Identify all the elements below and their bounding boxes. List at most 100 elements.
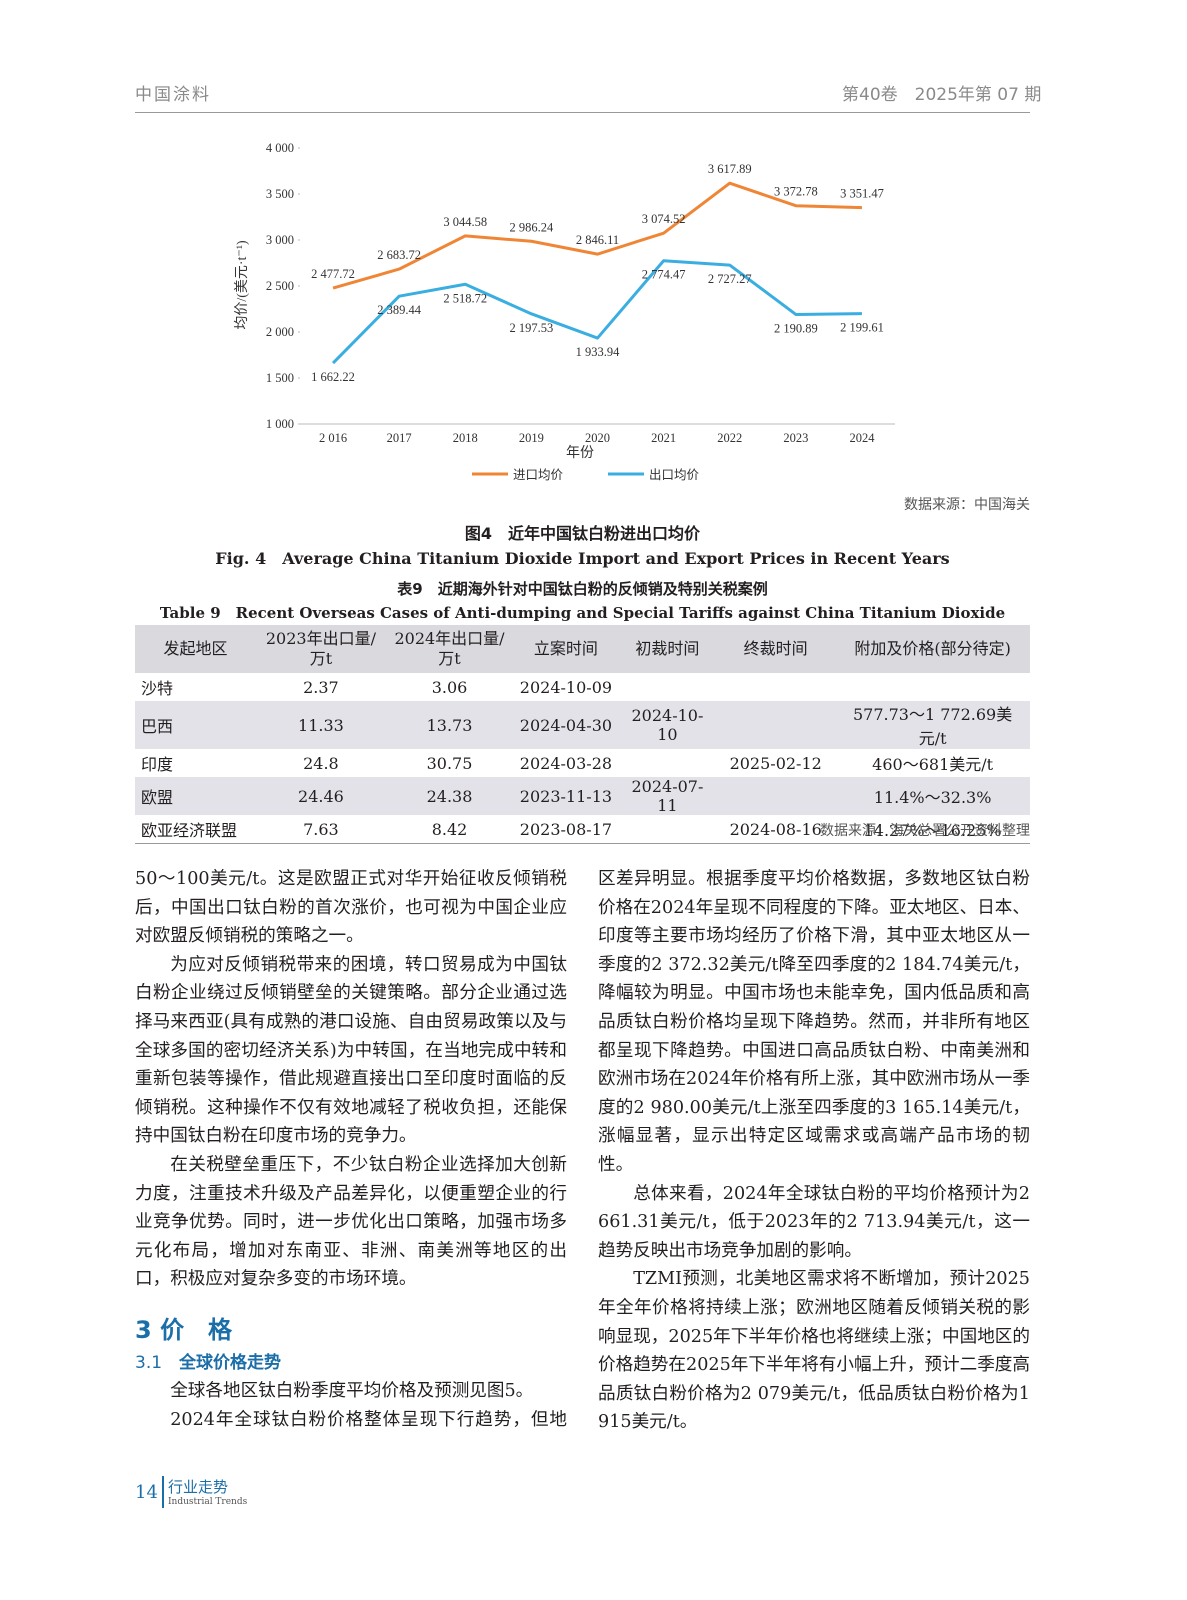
table-cell: 24.38 xyxy=(385,777,514,815)
section-title: 价 格 xyxy=(160,1315,233,1344)
data-label: 3 351.47 xyxy=(840,187,884,201)
table-cell xyxy=(619,673,716,701)
table-cell xyxy=(618,815,717,844)
legend-label: 出口均价 xyxy=(649,468,700,482)
column-header: 2024年出口量/万t xyxy=(385,625,514,673)
table-cell: 11.4%～32.3% xyxy=(835,777,1030,815)
table-cell xyxy=(716,701,836,749)
table-cell: 2024-03-28 xyxy=(519,753,613,773)
issue-info: 第40卷 2025年第 07 期 xyxy=(842,80,1041,105)
table-row: 沙特 2.37 3.06 2024-10-09 xyxy=(135,673,1030,701)
column-header: 初裁时间 xyxy=(618,625,717,673)
column-header: 发起地区 xyxy=(135,625,256,673)
table-cell: 24.46 xyxy=(255,777,386,815)
volume: 第40卷 xyxy=(842,85,898,105)
y-tick-label: 3 000 xyxy=(266,233,294,247)
data-table: 发起地区 2023年出口量/万t 2024年出口量/万t 立案时间 初裁时间 终裁时间 附加… xyxy=(135,625,1030,844)
chart: 年份 均价/(美元·t⁻¹) 1 000 1 500 2 000 2 500 3 000… xyxy=(234,141,895,482)
section-number: 3 xyxy=(135,1315,152,1344)
x-tick-label: 2021 xyxy=(651,431,676,445)
table-cell: 巴西 xyxy=(135,701,256,749)
data-label: 3 074.52 xyxy=(642,212,686,226)
x-tick-label: 2018 xyxy=(453,431,478,445)
x-tick-label: 2019 xyxy=(519,431,544,445)
y-tick-label: 1 000 xyxy=(266,417,294,431)
column-name-en: Industrial Trends xyxy=(168,1497,248,1507)
table-cell: 460～681美元/t xyxy=(872,755,994,774)
data-label: 1 662.22 xyxy=(311,370,355,384)
issue: 2025年第 07 期 xyxy=(914,85,1042,105)
series-line xyxy=(332,181,862,290)
x-tick-label: 2020 xyxy=(585,431,610,445)
paragraph: 为应对反倾销税带来的困境，转口贸易成为中国钛白粉企业绕过反倾销壁垒的关键策略。部… xyxy=(135,954,567,1147)
header-rule xyxy=(135,112,1030,113)
data-label: 2 477.72 xyxy=(311,267,355,281)
table-cell xyxy=(716,673,835,701)
table-cell: 2.37 xyxy=(303,677,339,697)
data-label: 2 389.44 xyxy=(377,303,422,317)
table-cell xyxy=(835,673,1030,701)
column-header: 附加及价格(部分待定) xyxy=(835,625,1030,673)
table-cell: 2024-10-09 xyxy=(519,677,613,697)
left-column: 50～100美元/t。这是欧盟正式对华开始征收反倾销税后，中国出口钛白粉的首次涨… xyxy=(135,865,567,1434)
column-header: 立案时间 xyxy=(513,625,619,673)
figure-caption-en: Fig. 4 Average China Titanium Dioxide Im… xyxy=(215,549,950,568)
footer-rule xyxy=(162,1476,164,1508)
right-column: 区差异明显。根据季度平均价格数据，多数地区钛白粉价格在2024年呈现不同程度的下… xyxy=(598,865,1030,1437)
data-label: 2 986.24 xyxy=(510,220,555,234)
data-label: 2 190.89 xyxy=(774,321,818,335)
column-header: 终裁时间 xyxy=(716,625,836,673)
table-row: 巴西 11.33 13.73 2024-04-30 2024-10-10 577.73～1… xyxy=(135,701,1030,749)
table-caption-zh: 表9 近期海外针对中国钛白粉的反倾销及特别关税案例 xyxy=(397,580,768,598)
x-tick-label: 2024 xyxy=(849,431,875,445)
chart-source: 数据来源：中国海关 xyxy=(904,497,1030,513)
y-tick-label: 4 000 xyxy=(266,141,294,155)
x-tick-label: 2 016 xyxy=(319,431,347,445)
table-cell: 14.27%～16.25% xyxy=(835,815,1030,844)
table-row: 欧亚经济联盟 7.63 8.42 2023-08-17 2024-08-16 14.27%… xyxy=(135,815,1030,844)
column-name: 行业走势 xyxy=(168,1478,229,1496)
table-source: 数据来源：海关总署公开资料整理 xyxy=(820,823,1030,839)
table-cell: 2024-04-30 xyxy=(513,701,619,749)
page-number: 14 xyxy=(135,1482,158,1503)
data-label: 2 727.27 xyxy=(708,272,752,286)
data-label: 3 044.58 xyxy=(443,215,487,229)
column-header: 2023年出口量/万t xyxy=(255,625,386,673)
table-cell: 2023-08-17 xyxy=(513,815,619,844)
paragraph: 在关税壁垒重压下，不少钛白粉企业选择加大创新力度，注重技术升级及产品差异化，以便… xyxy=(135,1154,567,1290)
figure-caption-zh: 图4 近年中国钛白粉进出口均价 xyxy=(464,524,701,543)
y-tick-label: 2 500 xyxy=(266,279,294,293)
data-label: 2 197.53 xyxy=(510,321,554,335)
y-tick-label: 1 500 xyxy=(266,371,294,385)
data-label: 2 774.47 xyxy=(642,268,686,282)
y-tick-label: 3 500 xyxy=(266,187,294,201)
table-cell: 欧亚经济联盟 xyxy=(135,815,256,844)
table-cell xyxy=(619,749,716,777)
table-caption-en: Table 9 Recent Overseas Cases of Anti-du… xyxy=(159,604,1006,622)
table-cell xyxy=(716,777,836,815)
paragraph: 2024年全球钛白粉价格整体呈现下行趋势，但地 xyxy=(170,1409,567,1430)
x-tick-label: 2022 xyxy=(717,431,742,445)
table-cell: 24.8 xyxy=(303,753,339,773)
table-cell: 印度 xyxy=(141,755,174,774)
paragraph: 总体来看，2024年全球钛白粉的平均价格预计为2 661.31美元/t，低于20… xyxy=(598,1183,1030,1261)
paragraph: 50～100美元/t。这是欧盟正式对华开始征收反倾销税后，中国出口钛白粉的首次涨… xyxy=(135,869,567,947)
table-cell: 2024-07-11 xyxy=(618,777,717,815)
x-tick-label: 2023 xyxy=(783,431,808,445)
series-line xyxy=(331,259,862,365)
table-cell: 3.06 xyxy=(431,677,468,697)
data-label: 2 518.72 xyxy=(443,291,487,305)
paragraph: 全球各地区钛白粉季度平均价格及预测见图5。 xyxy=(170,1381,534,1402)
x-tick-label: 2017 xyxy=(387,431,412,445)
table-cell: 欧盟 xyxy=(135,777,256,815)
data-label: 2 199.61 xyxy=(840,321,884,335)
table-cell: 13.73 xyxy=(385,701,514,749)
subsection-heading: 3.1 全球价格走势 xyxy=(135,1349,567,1378)
table-cell: 2023-11-13 xyxy=(513,777,619,815)
table-header: 发起地区 2023年出口量/万t 2024年出口量/万t 立案时间 初裁时间 终裁时间 附加… xyxy=(135,625,1030,673)
journal-name: 中国涂料 xyxy=(135,85,211,105)
paragraph: TZMI预测，北美地区需求将不断增加，预计2025年全年价格将持续上涨；欧洲地区… xyxy=(598,1269,1030,1433)
table-cell: 8.42 xyxy=(385,815,514,844)
data-label: 2 846.11 xyxy=(576,233,619,247)
